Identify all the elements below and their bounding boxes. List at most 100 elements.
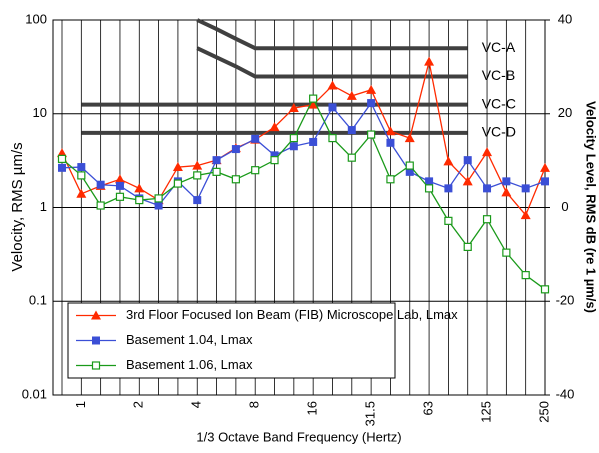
marker [96, 180, 105, 189]
x-tick-label: 1 [73, 401, 88, 408]
marker [115, 192, 125, 201]
legend-label: Basement 1.06, Lmax [126, 357, 253, 372]
marker [231, 145, 240, 154]
marker [424, 184, 434, 193]
y2-tick-label: -20 [556, 293, 575, 308]
marker [328, 103, 337, 112]
x-tick-label: 16 [305, 401, 320, 415]
x-tick-label: 4 [189, 401, 204, 408]
legend-box [67, 302, 396, 379]
marker [405, 161, 414, 170]
marker [367, 130, 376, 139]
marker [540, 162, 550, 172]
marker [251, 166, 260, 175]
y-tick-label: 1 [40, 199, 47, 214]
marker [367, 99, 376, 108]
criterion-label: VC-D [482, 124, 516, 140]
y-axis-title: Velocity, RMS µm/s [9, 142, 26, 271]
marker [135, 195, 144, 205]
marker [231, 175, 240, 184]
marker [327, 80, 338, 90]
marker [96, 201, 105, 210]
series-line [61, 97, 546, 290]
criterion-line [196, 46, 468, 79]
x-tick-label: 31.5 [363, 401, 378, 426]
marker [251, 134, 260, 143]
marker [482, 215, 492, 224]
marker [502, 248, 511, 257]
legend-label: Basement 1.04, Lmax [126, 332, 253, 347]
marker [347, 126, 356, 135]
marker [289, 142, 298, 151]
criterion-label: VC-C [482, 95, 516, 111]
marker [115, 181, 124, 190]
marker [385, 126, 396, 136]
marker [212, 167, 221, 176]
marker [521, 271, 530, 280]
y-tick-label: 0.1 [29, 293, 47, 308]
marker [154, 201, 163, 210]
x-tick-label: 250 [536, 401, 551, 423]
marker [444, 216, 453, 225]
marker [172, 162, 183, 172]
marker [521, 184, 530, 193]
legend-marker [91, 310, 101, 320]
marker [366, 84, 377, 94]
marker [462, 176, 473, 186]
marker [346, 90, 357, 100]
legend-label: 3rd Floor Focused Ion Beam (FIB) Microsc… [126, 307, 458, 322]
y-tick-label: 10 [33, 105, 47, 120]
marker [289, 133, 298, 143]
marker [347, 153, 356, 162]
marker [405, 167, 414, 176]
marker [134, 183, 145, 193]
x-tick-label: 125 [478, 401, 493, 423]
marker [270, 156, 279, 165]
marker [404, 133, 415, 143]
y2-tick-label: -40 [556, 386, 575, 401]
marker [386, 175, 395, 184]
legend-marker [91, 361, 101, 370]
y-tick-label: 0.01 [22, 386, 47, 401]
marker [212, 156, 221, 165]
marker [463, 242, 472, 251]
y2-tick-label: 20 [558, 105, 572, 120]
x-axis-title: 1/3 Octave Band Frequency (Hertz) [196, 429, 401, 444]
marker [57, 154, 67, 163]
marker [520, 210, 531, 220]
marker [173, 179, 183, 188]
criterion-label: VC-B [482, 67, 515, 83]
marker [444, 184, 453, 193]
marker [193, 196, 202, 205]
marker [443, 156, 454, 166]
marker [540, 285, 550, 294]
marker [269, 122, 280, 132]
marker [154, 194, 163, 203]
plot-frame [52, 19, 546, 396]
marker [463, 156, 472, 165]
y2-tick-label: 0 [561, 199, 568, 214]
y2-tick-label: 40 [558, 11, 572, 26]
marker [58, 163, 66, 172]
marker [308, 99, 319, 109]
x-tick-label: 63 [421, 401, 436, 415]
marker [309, 94, 318, 103]
marker [77, 171, 86, 180]
marker [425, 177, 434, 186]
marker [192, 160, 203, 170]
marker [483, 184, 492, 193]
marker [482, 147, 493, 157]
x-tick-label: 8 [247, 401, 262, 408]
marker [541, 177, 549, 186]
marker [424, 56, 435, 66]
marker [502, 177, 511, 186]
marker [114, 174, 125, 184]
marker [193, 171, 202, 180]
y-tick-label: 100 [25, 11, 47, 26]
criterion-line [196, 18, 468, 51]
criterion-label: VC-A [482, 39, 516, 55]
marker [77, 163, 86, 172]
marker [309, 137, 318, 146]
marker [76, 188, 87, 198]
